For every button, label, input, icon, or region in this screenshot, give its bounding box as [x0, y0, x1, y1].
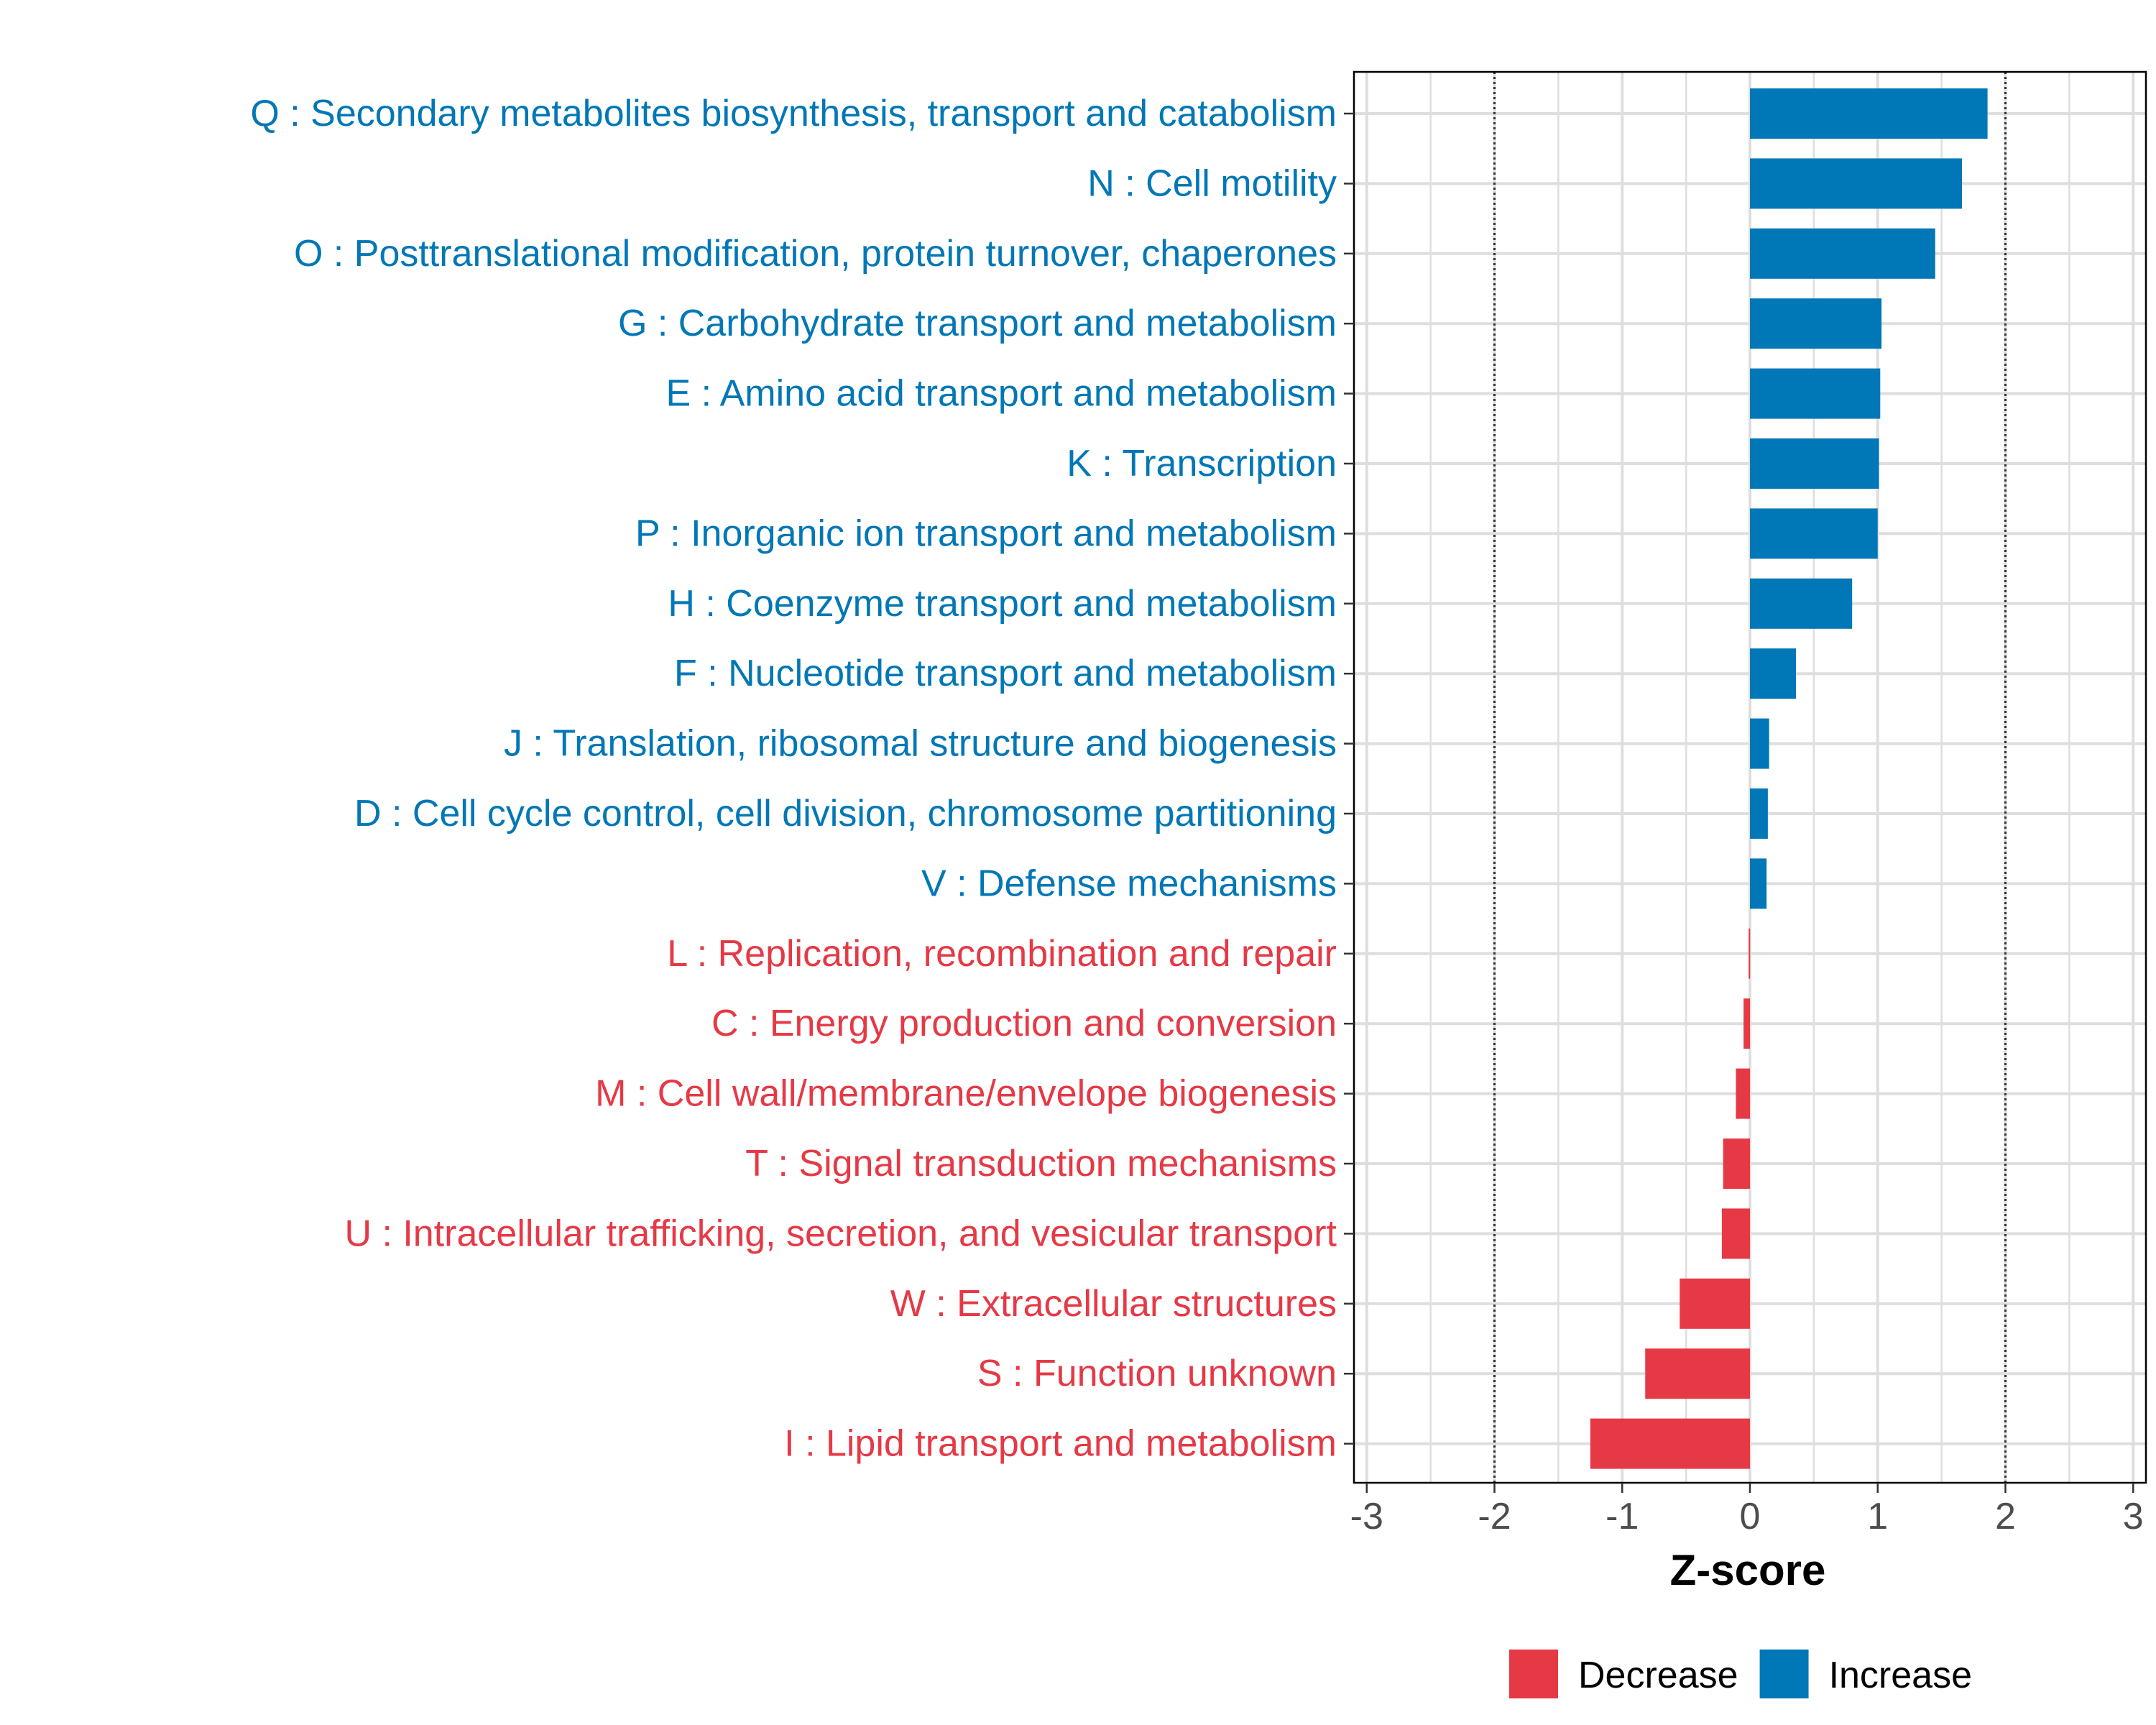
bar-f [1750, 648, 1796, 699]
category-label: N : Cell motility [1087, 162, 1337, 204]
legend-label-decrease: Decrease [1578, 1655, 1738, 1696]
category-label: U : Intracellular trafficking, secretion… [344, 1213, 1337, 1254]
bar-u [1721, 1208, 1750, 1259]
bar-q [1750, 88, 1988, 139]
x-tick-label: 3 [2123, 1496, 2144, 1537]
bar-v [1750, 858, 1767, 909]
bar-p [1750, 508, 1878, 559]
category-label: O : Posttranslational modification, prot… [294, 233, 1337, 275]
bar-h [1750, 578, 1853, 629]
x-tick-label: -2 [1478, 1496, 1511, 1537]
x-axis: -3 -2 -1 0 1 2 3 [1350, 1483, 2144, 1537]
bars [1590, 88, 1988, 1469]
x-tick-label: 2 [1995, 1496, 2016, 1537]
category-label: M : Cell wall/membrane/envelope biogenes… [595, 1073, 1337, 1115]
bar-g [1750, 298, 1882, 349]
bar-m [1736, 1068, 1750, 1119]
legend-key-increase [1759, 1650, 1809, 1698]
bar-d [1750, 788, 1768, 839]
bar-k [1750, 438, 1879, 489]
y-axis: Q : Secondary metabolites biosynthesis, … [250, 93, 1354, 1465]
bar-i [1590, 1418, 1750, 1469]
category-label: Q : Secondary metabolites biosynthesis, … [250, 93, 1337, 134]
bar-s [1645, 1348, 1750, 1399]
legend-key-decrease [1509, 1650, 1558, 1698]
category-label: S : Function unknown [977, 1353, 1337, 1394]
category-label: W : Extracellular structures [890, 1283, 1337, 1325]
category-label: L : Replication, recombination and repai… [667, 933, 1337, 975]
bar-o [1750, 228, 1935, 279]
category-label: H : Coenzyme transport and metabolism [668, 583, 1337, 625]
x-axis-title: Z-score [1670, 1546, 1826, 1594]
bar-t [1723, 1138, 1750, 1189]
bar-j [1750, 718, 1769, 769]
x-tick-label: 0 [1740, 1496, 1761, 1537]
category-label: E : Amino acid transport and metabolism [665, 373, 1337, 415]
category-label: D : Cell cycle control, cell division, c… [354, 793, 1337, 834]
bar-c [1743, 998, 1750, 1049]
category-label: J : Translation, ribosomal structure and… [504, 723, 1337, 765]
x-tick-label: -3 [1350, 1496, 1383, 1537]
bar-w [1680, 1278, 1750, 1329]
category-label: F : Nucleotide transport and metabolism [674, 653, 1337, 694]
category-label: V : Defense mechanisms [921, 862, 1337, 904]
x-tick-label: -1 [1606, 1496, 1639, 1537]
category-label: P : Inorganic ion transport and metaboli… [635, 512, 1337, 554]
legend: Decrease Increase [1509, 1650, 1972, 1698]
category-label: C : Energy production and conversion [711, 1003, 1337, 1044]
legend-label-increase: Increase [1829, 1655, 1972, 1696]
category-label: K : Transcription [1067, 443, 1337, 484]
x-tick-label: 1 [1867, 1496, 1888, 1537]
category-label: G : Carbohydrate transport and metabolis… [618, 303, 1337, 344]
grid-layer [1354, 72, 2146, 1483]
bar-e [1750, 368, 1881, 419]
bar-l [1749, 928, 1751, 979]
reference-lines [1493, 72, 2007, 1483]
category-label: T : Signal transduction mechanisms [745, 1143, 1337, 1184]
bar-n [1750, 158, 1963, 209]
category-label: I : Lipid transport and metabolism [784, 1423, 1337, 1465]
